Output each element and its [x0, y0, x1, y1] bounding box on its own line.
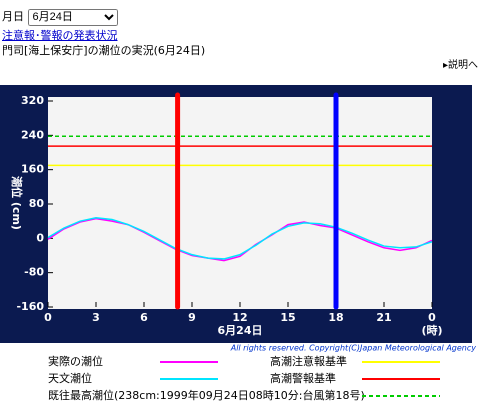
- y-tick-label: 160: [21, 163, 44, 176]
- warning-link[interactable]: 注意報･警報の発表状況: [2, 29, 118, 42]
- x-tick-label: 15: [280, 311, 295, 324]
- x-axis-unit: (時): [421, 323, 442, 337]
- date-row: 月日 6月24日: [2, 8, 118, 26]
- legend-label: 既往最高潮位(238cm:1999年09月24日08時10分:台風第18号): [48, 388, 365, 402]
- legend-label: 高潮注意報基準: [270, 354, 347, 368]
- legend-label: 実際の潮位: [48, 354, 103, 368]
- y-tick-label: 0: [36, 231, 44, 244]
- y-tick-label: 320: [21, 94, 44, 107]
- series-line: [47, 216, 433, 260]
- x-tick-label: 18: [328, 311, 343, 324]
- x-tick-label: 6: [140, 311, 148, 324]
- plot-area: [48, 97, 432, 309]
- help-text: 説明へ: [448, 60, 478, 71]
- date-select[interactable]: 6月24日: [27, 8, 118, 26]
- copyright: All rights reserved. Copyright(C)Japan M…: [230, 344, 477, 353]
- series-line: [47, 217, 433, 262]
- y-tick-label: -160: [16, 300, 44, 313]
- subtitle: 門司[海上保安庁]の潮位の実況(6月24日): [2, 44, 206, 57]
- header: 月日 6月24日 注意報･警報の発表状況 門司[海上保安庁]の潮位の実況(6月2…: [0, 0, 480, 85]
- date-label: 月日: [2, 10, 24, 23]
- x-axis-label: 6月24日: [218, 324, 263, 337]
- x-tick-label: 21: [376, 311, 391, 324]
- help-link[interactable]: ▸説明へ: [442, 60, 478, 71]
- y-axis-label: 潮位 (cm): [10, 176, 24, 230]
- y-tick-label: 80: [29, 197, 45, 210]
- x-tick-label: 3: [92, 311, 100, 324]
- y-tick-label: -80: [24, 266, 44, 279]
- x-tick-label: 12: [232, 311, 247, 324]
- legend-label: 天文潮位: [48, 371, 92, 385]
- legend-label: 高潮警報基準: [270, 371, 336, 385]
- x-tick-label: 9: [188, 311, 196, 324]
- x-tick-label: 0: [44, 311, 52, 324]
- y-tick-label: 240: [21, 128, 44, 141]
- x-tick-label: 0: [428, 311, 436, 324]
